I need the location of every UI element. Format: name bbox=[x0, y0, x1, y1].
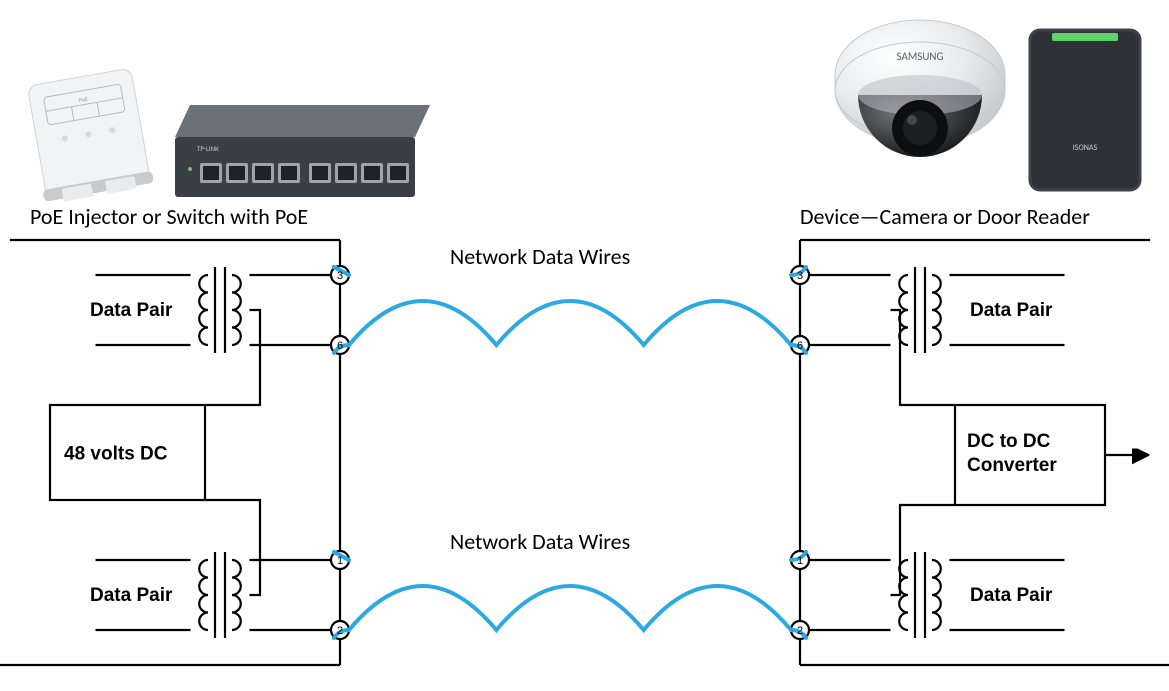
svg-text:3: 3 bbox=[797, 270, 803, 282]
svg-text:Converter: Converter bbox=[967, 455, 1057, 476]
poe-schematic: 3 6 1 2 3 6 1 2 Data Pair Data Pair Data Pair Data … bbox=[0, 0, 1169, 691]
svg-text:48 volts DC: 48 volts DC bbox=[64, 444, 168, 465]
svg-text:1: 1 bbox=[797, 555, 803, 567]
svg-text:Data Pair: Data Pair bbox=[90, 300, 173, 321]
svg-text:DC to DC: DC to DC bbox=[967, 431, 1051, 452]
svg-text:6: 6 bbox=[337, 340, 343, 352]
svg-text:Data Pair: Data Pair bbox=[970, 300, 1053, 321]
svg-text:Data Pair: Data Pair bbox=[90, 585, 173, 606]
svg-text:6: 6 bbox=[797, 340, 803, 352]
svg-text:2: 2 bbox=[337, 625, 343, 637]
svg-text:2: 2 bbox=[797, 625, 803, 637]
svg-text:Data Pair: Data Pair bbox=[970, 585, 1053, 606]
svg-text:1: 1 bbox=[337, 555, 343, 567]
svg-text:3: 3 bbox=[337, 270, 343, 282]
